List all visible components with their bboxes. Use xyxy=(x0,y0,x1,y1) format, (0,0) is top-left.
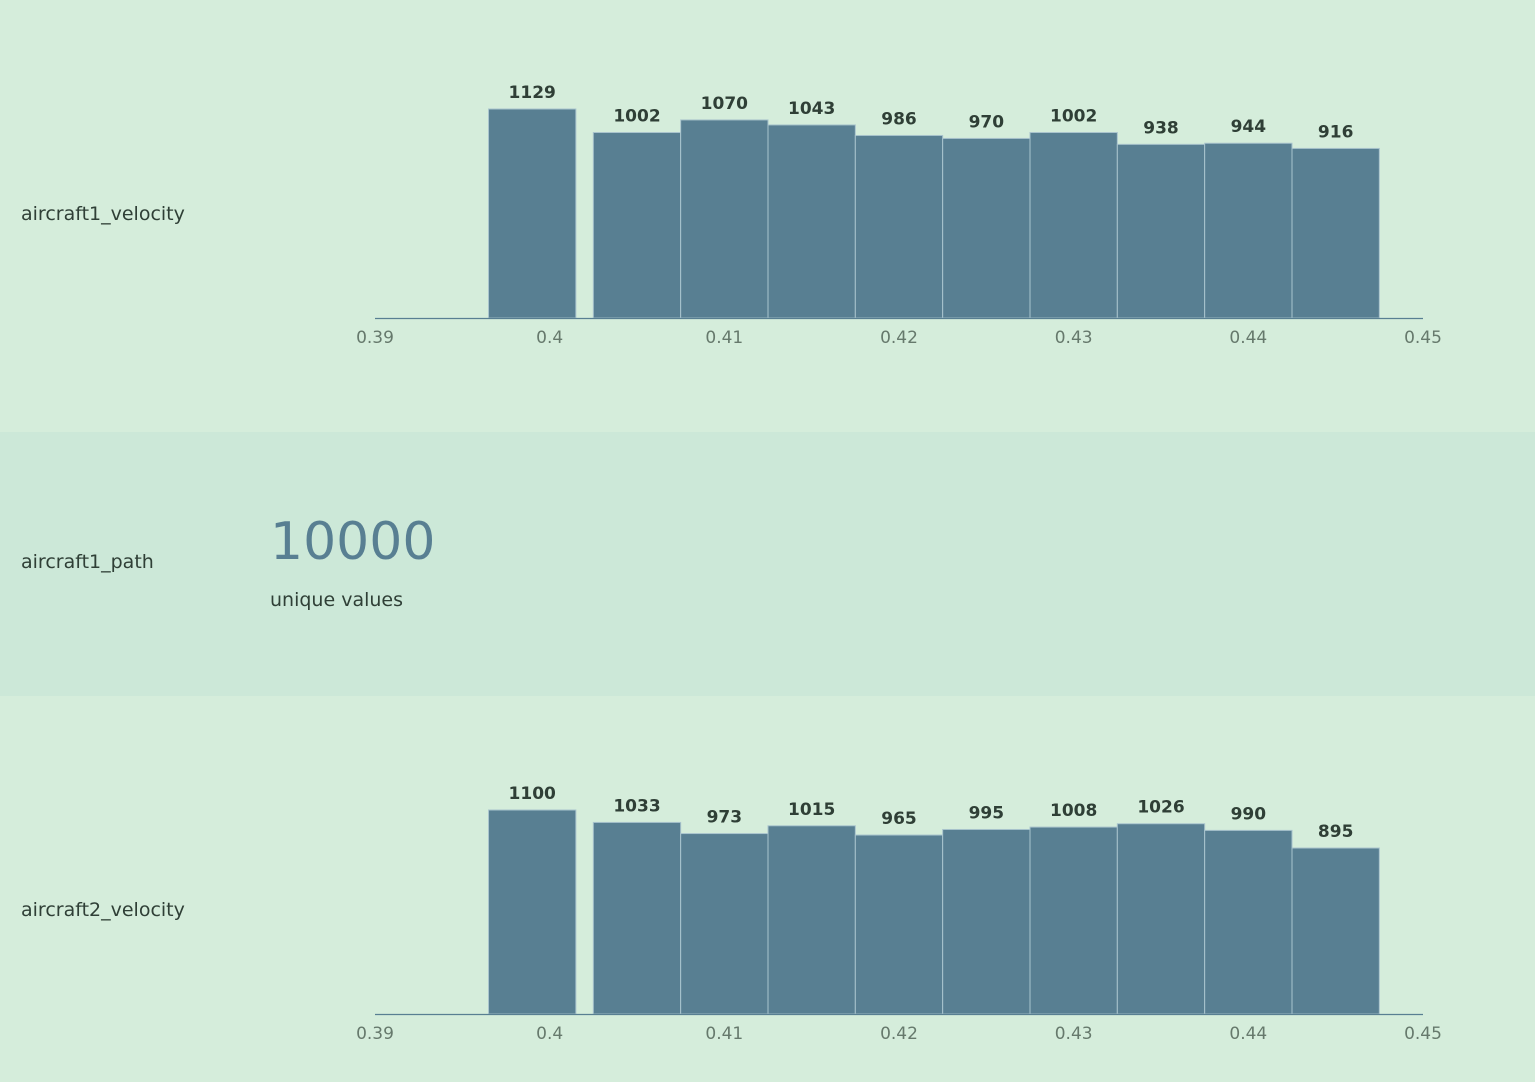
histogram-bar xyxy=(592,821,682,1015)
x-tick-label: 0.45 xyxy=(1404,328,1442,348)
x-tick-label: 0.44 xyxy=(1229,1024,1267,1044)
histogram-bar xyxy=(1116,143,1206,319)
histogram-bar xyxy=(942,137,1031,319)
x-tick-label: 0.44 xyxy=(1229,328,1267,348)
bar-value-label: 986 xyxy=(881,109,917,129)
bar-value-label: 965 xyxy=(881,809,917,829)
row-label: aircraft1_velocity xyxy=(21,203,185,225)
histogram-bar xyxy=(1204,829,1293,1015)
unique-count-value: 10000 xyxy=(270,512,436,572)
histogram-bar xyxy=(854,834,944,1015)
x-tick-label: 0.4 xyxy=(536,328,563,348)
histogram-bar xyxy=(680,119,769,319)
bar-value-label: 1002 xyxy=(1050,107,1097,127)
histogram-bar xyxy=(592,132,682,319)
bar-value-label: 895 xyxy=(1318,822,1354,842)
histogram-bar xyxy=(1204,142,1293,319)
row-label: aircraft1_path xyxy=(21,551,154,573)
x-tick-label: 0.39 xyxy=(356,1024,394,1044)
histogram-bar xyxy=(1291,147,1380,319)
bar-value-label: 1070 xyxy=(701,94,748,114)
bar-value-label: 973 xyxy=(707,808,743,828)
bar-value-label: 944 xyxy=(1231,117,1267,137)
x-tick-label: 0.41 xyxy=(705,328,743,348)
row-label: aircraft2_velocity xyxy=(21,899,185,921)
bar-value-label: 995 xyxy=(969,803,1005,823)
row-aircraft1-path: aircraft1_path 10000 unique values xyxy=(0,432,1535,696)
x-tick-label: 0.43 xyxy=(1055,1024,1093,1044)
bar-value-label: 1026 xyxy=(1137,798,1184,818)
x-tick-label: 0.45 xyxy=(1404,1024,1442,1044)
bar-value-label: 970 xyxy=(969,112,1005,132)
bar-value-label: 990 xyxy=(1231,804,1267,824)
unique-count-caption: unique values xyxy=(270,589,403,611)
x-tick-label: 0.4 xyxy=(536,1024,563,1044)
histogram-bar xyxy=(1029,826,1118,1015)
bar-value-label: 1015 xyxy=(788,800,835,820)
bar-value-label: 1002 xyxy=(613,107,660,127)
x-tick-label: 0.42 xyxy=(880,328,918,348)
histogram-bar xyxy=(1116,823,1206,1015)
histogram-bar xyxy=(767,124,856,319)
x-tick-label: 0.39 xyxy=(356,328,394,348)
bar-value-label: 1033 xyxy=(613,796,660,816)
bar-value-label: 1008 xyxy=(1050,801,1097,821)
row-aircraft2-velocity: aircraft2_velocity 1100 1033 973 1015 965 995… xyxy=(0,696,1535,1082)
x-tick-label: 0.43 xyxy=(1055,328,1093,348)
bar-value-label: 1129 xyxy=(509,83,556,103)
histogram-aircraft1-velocity: 1129 1002 1070 1043 986 970 1002 938 944 916 0.39 0… xyxy=(356,83,1442,348)
row-aircraft1-velocity: aircraft1_velocity 1129 1002 1070 1043 986 97… xyxy=(0,0,1535,432)
bar-value-label: 1100 xyxy=(509,784,556,804)
x-tick-label: 0.41 xyxy=(705,1024,743,1044)
histogram-bar xyxy=(1029,132,1118,319)
bar-value-label: 916 xyxy=(1318,122,1354,142)
histogram-bar xyxy=(767,825,856,1015)
histogram-bar xyxy=(680,833,769,1015)
x-tick-label: 0.42 xyxy=(880,1024,918,1044)
histogram-bar xyxy=(854,134,944,319)
bar-value-label: 938 xyxy=(1143,118,1179,138)
histogram-aircraft2-velocity: 1100 1033 973 1015 965 995 1008 1026 990 895 0.39 0… xyxy=(356,784,1442,1044)
bar-value-label: 1043 xyxy=(788,99,835,119)
histogram-bar xyxy=(488,108,577,319)
histogram-bar xyxy=(488,809,577,1015)
histogram-bar xyxy=(1291,847,1380,1015)
histogram-bar xyxy=(942,828,1031,1015)
